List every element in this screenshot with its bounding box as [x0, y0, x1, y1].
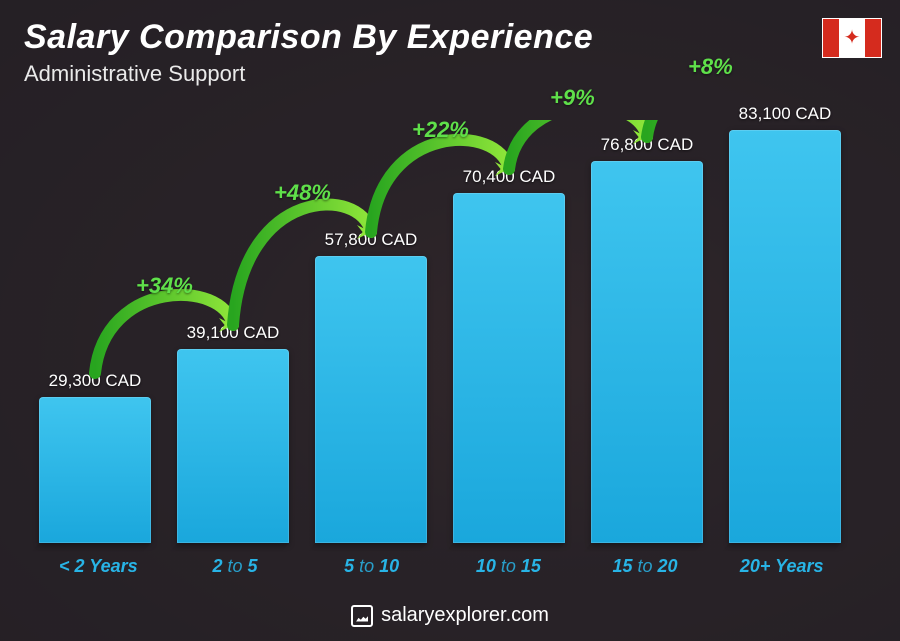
- bar: 39,100 CAD: [177, 349, 289, 543]
- header: Salary Comparison By Experience Administ…: [24, 18, 593, 87]
- increase-percent: +9%: [550, 85, 595, 111]
- bar-value-label: 57,800 CAD: [325, 230, 418, 250]
- bar-value-label: 39,100 CAD: [187, 323, 280, 343]
- salary-bar-chart: 29,300 CAD39,100 CAD57,800 CAD70,400 CAD…: [30, 120, 850, 571]
- maple-leaf-icon: ✦: [844, 28, 861, 48]
- page-title: Salary Comparison By Experience: [24, 18, 593, 57]
- x-axis-label: 2 to 5: [167, 556, 304, 577]
- bar: 29,300 CAD: [39, 397, 151, 543]
- footer-site: salaryexplorer.com: [381, 604, 549, 627]
- bar-slot: 29,300 CAD: [30, 397, 160, 543]
- x-axis-label: < 2 Years: [30, 556, 167, 577]
- bar-slot: 76,800 CAD: [582, 161, 712, 543]
- footer: salaryexplorer.com: [0, 604, 900, 627]
- x-axis-label: 20+ Years: [713, 556, 850, 577]
- page-subtitle: Administrative Support: [24, 61, 593, 87]
- x-axis-label: 15 to 20: [577, 556, 714, 577]
- increase-percent: +48%: [274, 180, 331, 206]
- bar-slot: 70,400 CAD: [444, 193, 574, 543]
- x-axis-label: 5 to 10: [303, 556, 440, 577]
- country-flag-canada: ✦: [822, 18, 882, 58]
- increase-percent: +22%: [412, 117, 469, 143]
- increase-percent: +8%: [688, 54, 733, 80]
- increase-percent: +34%: [136, 273, 193, 299]
- bar-value-label: 83,100 CAD: [739, 104, 832, 124]
- bar: 76,800 CAD: [591, 161, 703, 543]
- bar: 70,400 CAD: [453, 193, 565, 543]
- bar-slot: 83,100 CAD: [720, 130, 850, 543]
- bar: 83,100 CAD: [729, 130, 841, 543]
- bar-slot: 39,100 CAD: [168, 349, 298, 543]
- bar-value-label: 76,800 CAD: [601, 135, 694, 155]
- bar: 57,800 CAD: [315, 256, 427, 543]
- bar-value-label: 70,400 CAD: [463, 167, 556, 187]
- bar-slot: 57,800 CAD: [306, 256, 436, 543]
- logo-icon: [351, 605, 373, 627]
- bar-value-label: 29,300 CAD: [49, 371, 142, 391]
- x-axis-label: 10 to 15: [440, 556, 577, 577]
